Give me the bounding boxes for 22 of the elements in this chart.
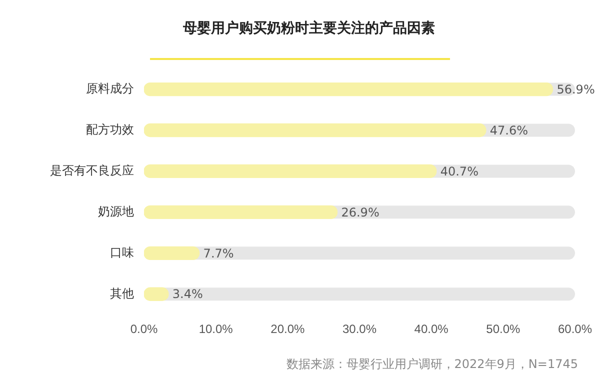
data-label: 47.6% <box>490 123 528 138</box>
x-tick-label: 30.0% <box>342 322 377 336</box>
data-label: 26.9% <box>341 205 380 220</box>
x-tick-label: 40.0% <box>414 322 449 336</box>
data-label: 56.9% <box>556 82 595 96</box>
y-tick-label: 其他 <box>110 286 134 300</box>
bar <box>144 246 200 260</box>
y-tick-label: 奶源地 <box>98 204 134 218</box>
x-tick-label: 50.0% <box>486 322 520 336</box>
x-tick-label: 20.0% <box>270 322 305 336</box>
y-tick-label: 是否有不良反应 <box>50 164 134 178</box>
source-note: 数据来源：母婴行业用户调研，2022年9月，N=1745 <box>286 356 578 373</box>
data-label: 7.7% <box>203 246 234 260</box>
y-tick-label: 配方功效 <box>86 122 134 137</box>
x-tick-label: 10.0% <box>198 322 234 336</box>
data-label: 40.7% <box>440 164 478 178</box>
chart-title: 母婴用户购买奶粉时主要关注的产品因素 <box>182 19 435 36</box>
x-tick-label: 60.0% <box>558 322 592 336</box>
y-tick-label: 原料成分 <box>86 82 134 96</box>
y-tick-label: 口味 <box>110 245 134 260</box>
data-label: 3.4% <box>172 287 203 302</box>
x-tick-label: 0.0% <box>130 322 158 336</box>
